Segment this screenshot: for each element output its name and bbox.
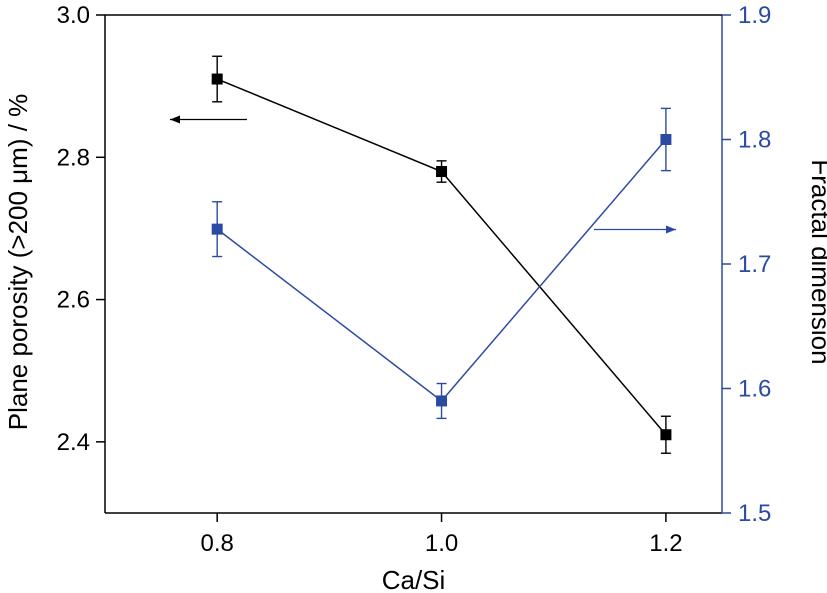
x-tick-label: 1.2 — [649, 530, 682, 557]
series — [211, 55, 672, 454]
right-tick-label: 1.7 — [738, 251, 771, 278]
right-tick-label: 1.6 — [738, 376, 771, 403]
series-line — [216, 78, 667, 436]
left-tick-label: 2.6 — [57, 287, 90, 314]
x-axis-title: Ca/Si — [382, 565, 446, 593]
data-point — [660, 134, 672, 145]
data-point — [436, 166, 448, 178]
right-axis-title: Fractal dimension — [806, 159, 827, 364]
data-point — [211, 73, 223, 85]
left-axis-arrow — [170, 115, 247, 124]
right-axis-arrow — [594, 225, 676, 234]
left-axis-title: Plane porosity (>200 μm) / % — [3, 94, 33, 431]
annotations — [170, 115, 676, 234]
right-tick-label: 1.9 — [738, 2, 771, 29]
arrow-head — [170, 115, 180, 124]
x-tick-label: 0.8 — [200, 530, 233, 557]
data-point — [660, 429, 672, 441]
ticks: 0.8 1.0 1.2 2.4 2.6 2.8 3.0 1.5 1.6 1.7 1.8 1.9 — [57, 2, 772, 557]
right-tick-label: 1.8 — [738, 127, 771, 154]
right-tick-label: 1.5 — [738, 500, 771, 527]
left-tick-label: 3.0 — [57, 2, 90, 29]
data-point — [436, 395, 448, 407]
data-point — [211, 223, 223, 235]
arrow-head — [666, 225, 676, 234]
axes — [104, 14, 723, 514]
left-tick-label: 2.8 — [57, 144, 90, 171]
right-axis-series — [211, 107, 672, 420]
left-tick-label: 2.4 — [57, 429, 90, 456]
left-axis-series — [211, 55, 672, 454]
x-tick-label: 1.0 — [425, 530, 458, 557]
